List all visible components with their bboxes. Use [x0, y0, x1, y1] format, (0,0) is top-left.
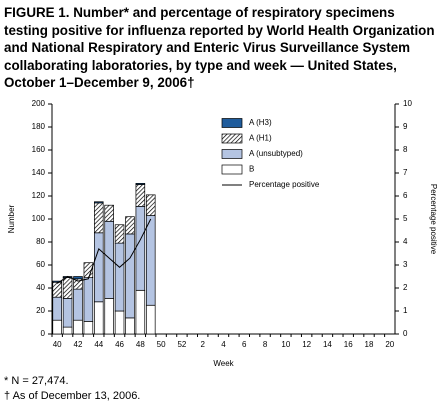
bar-segment — [135, 206, 146, 291]
bar-segment — [62, 298, 73, 328]
legend-swatch — [221, 133, 243, 144]
y-axis-label: Number — [7, 204, 16, 233]
x-axis-label: Week — [213, 359, 234, 368]
bar-segment — [135, 184, 146, 207]
bar-segment — [94, 201, 104, 204]
y2-tick-label: 5 — [403, 214, 408, 223]
chart-title: FIGURE 1. Number* and percentage of resp… — [4, 5, 435, 90]
legend-swatch — [221, 118, 243, 128]
bar-segment — [135, 289, 146, 335]
bar-segment — [114, 224, 125, 244]
footnote: * N = 27,474. — [4, 375, 69, 387]
bar-segment — [114, 310, 125, 335]
bar-segment — [62, 326, 73, 335]
bar-segment — [125, 317, 135, 335]
bar-segment — [125, 216, 135, 235]
bar-segment — [104, 204, 114, 222]
x-tick-label: 6 — [242, 340, 247, 349]
bar-segment — [52, 296, 62, 321]
x-tick-label: 40 — [53, 340, 62, 349]
legend-label: A (unsubtyped) — [249, 149, 303, 158]
x-tick-label: 2 — [200, 340, 205, 349]
legend-label: A (H1) — [249, 134, 272, 143]
y2-tick-label: 6 — [403, 191, 408, 200]
y-tick-label: 40 — [36, 283, 45, 292]
y2-tick-label: 4 — [403, 237, 408, 246]
x-tick-label: 14 — [323, 340, 332, 349]
footnote: † As of December 13, 2006. — [4, 390, 140, 402]
y-tick-label: 180 — [32, 122, 46, 131]
y2-tick-label: 3 — [403, 260, 408, 269]
bar-segment — [52, 280, 62, 283]
x-tick-label: 18 — [365, 340, 374, 349]
y2-tick-label: 7 — [403, 168, 408, 177]
x-tick-label: 50 — [157, 340, 166, 349]
bar-segment — [94, 202, 104, 234]
bar-segment — [125, 233, 135, 319]
bar-segment — [104, 298, 114, 335]
bar-segment — [145, 304, 156, 335]
x-tick-label: 8 — [263, 340, 268, 349]
bar-segment — [52, 281, 62, 298]
bar-segment — [145, 194, 156, 216]
legend-label: B — [249, 165, 254, 174]
x-tick-label: 46 — [115, 340, 124, 349]
bar-segment — [83, 321, 94, 335]
y-tick-label: 160 — [32, 145, 46, 154]
x-tick-label: 12 — [302, 340, 311, 349]
bar-segment — [135, 183, 146, 185]
line — [56, 218, 152, 284]
bar-segment — [52, 319, 62, 335]
bar-segment — [73, 276, 83, 280]
bar-segment — [94, 232, 104, 303]
y2-tick-label: 10 — [403, 99, 412, 108]
x-tick-label: 20 — [385, 340, 394, 349]
x-tick-label: 4 — [221, 340, 226, 349]
y2-tick-label: 8 — [403, 145, 408, 154]
y-tick-label: 140 — [32, 168, 46, 177]
x-tick-label: 48 — [136, 340, 145, 349]
x-tick-label: 42 — [74, 340, 83, 349]
y-tick-label: 0 — [41, 329, 46, 338]
y-tick-label: 100 — [32, 214, 46, 223]
legend-label: Percentage positive — [249, 180, 320, 189]
bar-segment — [62, 277, 73, 299]
y2-tick-label: 0 — [403, 329, 408, 338]
bar-segment — [145, 215, 156, 306]
x-tick-label: 52 — [177, 340, 186, 349]
bar-segment — [73, 319, 83, 335]
y2-tick-label: 1 — [403, 306, 408, 315]
y-tick-label: 120 — [32, 191, 46, 200]
bar-segment — [104, 220, 114, 299]
legend-swatch — [221, 149, 243, 159]
x-tick-label: 44 — [94, 340, 103, 349]
bar-segment — [83, 277, 94, 322]
y-tick-label: 80 — [36, 237, 45, 246]
x-tick-label: 10 — [281, 340, 290, 349]
y-tick-label: 200 — [32, 99, 46, 108]
bar-segment — [114, 242, 125, 312]
y-tick-label: 20 — [36, 306, 45, 315]
y2-tick-label: 9 — [403, 122, 408, 131]
x-tick-label: 16 — [344, 340, 353, 349]
bar-segment — [94, 301, 104, 335]
legend-swatch — [221, 164, 243, 175]
y2-axis-label: Percentage positive — [429, 184, 438, 255]
bar-segment — [73, 288, 83, 321]
y2-tick-label: 2 — [403, 283, 408, 292]
y-tick-label: 60 — [36, 260, 45, 269]
legend-label: A (H3) — [249, 118, 272, 127]
